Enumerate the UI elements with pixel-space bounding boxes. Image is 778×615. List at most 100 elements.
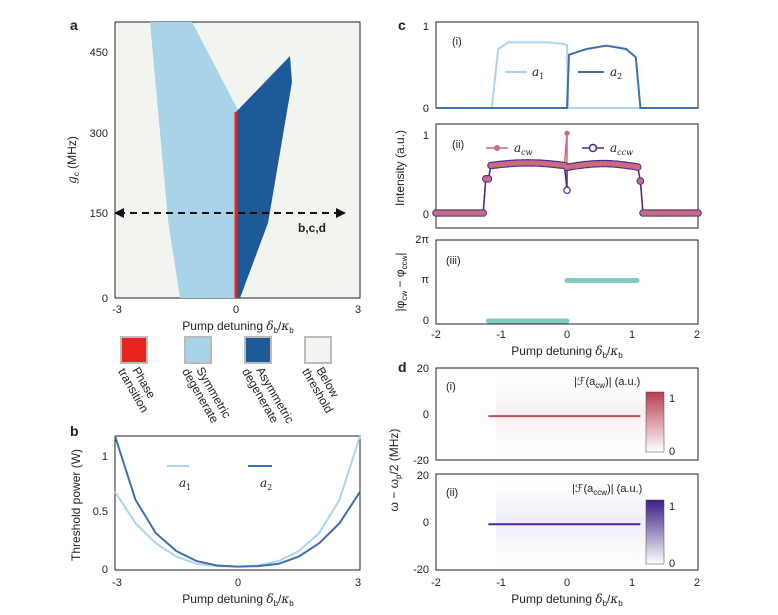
legend-marker-acw: [494, 145, 500, 151]
panel-a-xlabel: Pump detuning δb/κb: [182, 319, 294, 335]
xtick-label: 0: [233, 304, 239, 316]
panel-c-xlabel: Pump detuning δb/κb: [511, 344, 623, 360]
panel-di-colorbar-label: |ℱ(acw)| (a.u.): [574, 376, 640, 390]
legend-label-accw: accw: [610, 141, 633, 157]
region-symmetric-degenerate: [150, 22, 250, 298]
series-phase-difference: [485, 278, 640, 324]
panel-b-xticks: -3 0 3: [112, 577, 361, 589]
xtick-label: -1: [496, 577, 506, 589]
panel-label-b: b: [70, 423, 79, 439]
ytick-label: 450: [90, 47, 108, 59]
legend-label-below-threshold: Belowthreshold: [299, 359, 347, 415]
panel-a-xticks: -3 0 3: [112, 304, 361, 316]
acw-marker: [637, 178, 644, 184]
panel-a-yticks: 0 150 300 450: [90, 47, 108, 305]
colorbar-min-label: 0: [669, 558, 675, 570]
panel-d-xlabel: Pump detuning δb/κb: [511, 592, 623, 608]
ytick-label: -20: [413, 564, 429, 576]
panel-b-yticks: 0 0.5 1: [93, 451, 108, 576]
colorbar-max-label: 1: [669, 501, 675, 513]
series-a1-line: [114, 435, 361, 568]
panel-ciii-ylabel: |φcw − φccw|: [393, 252, 409, 311]
legend-swatch-symmetric-degenerate: [184, 336, 212, 364]
panel-label-c: c: [398, 17, 406, 33]
legend-swatch-asymmetric-degenerate: [244, 336, 272, 364]
ytick-label: 0: [423, 409, 429, 421]
legend-label-acw: acw: [514, 141, 533, 157]
cut-line-annotation: b,c,d: [298, 221, 326, 235]
ytick-label: 20: [417, 363, 429, 375]
xtick-label: 2: [694, 329, 700, 341]
ytick-label: 0: [423, 517, 429, 529]
xtick-label: 0: [235, 577, 241, 589]
panel-label-a: a: [70, 17, 78, 33]
panel-dii-colorbar-label: |ℱ(accw)| (a.u.): [572, 483, 642, 497]
xtick-label: 0: [564, 577, 570, 589]
xtick-label: -3: [112, 577, 122, 589]
xtick-label: -2: [431, 329, 441, 341]
panel-c: c (i) a1 a2 0 1 (ii) acw accw 0 1 Intens…: [393, 17, 702, 360]
legend-swatch-phase-transition: [120, 336, 148, 364]
colorbar-min-label: 0: [669, 446, 675, 458]
panel-b-axes: [114, 435, 361, 571]
acw-marker: [480, 210, 486, 216]
xtick-label: -1: [496, 329, 506, 341]
colorbar-max-label: 1: [669, 393, 675, 405]
legend-label-symmetric-degenerate: Symmetricdegenerate: [179, 359, 234, 427]
ytick-label: 0: [423, 209, 429, 221]
series-acw-markers: [432, 130, 702, 217]
legend-label-a2: a2: [610, 65, 622, 81]
panel-a-legend: Phasetransition Symmetricdegenerate Asym…: [115, 336, 347, 432]
ytick-label: 0.5: [93, 506, 108, 518]
legend-marker-accw: [588, 143, 598, 153]
panel-b-xlabel: Pump detuning δb/κb: [182, 592, 294, 608]
xtick-label: -3: [112, 304, 122, 316]
panel-cii-sublabel: (ii): [452, 139, 464, 151]
xtick-label: 3: [355, 304, 361, 316]
panel-ciii-axes: [435, 239, 699, 325]
accw-marker: [563, 186, 571, 195]
legend-label-a1: a1: [179, 476, 191, 492]
ytick-label: 150: [90, 208, 108, 220]
legend-label-a2: a2: [260, 476, 272, 492]
ytick-label: 0: [423, 103, 429, 115]
panel-b-legend: a1 a2: [167, 465, 272, 492]
acw-marker: [635, 164, 641, 170]
panel-ciii-sublabel: (iii): [446, 255, 461, 267]
ytick-label: 1: [423, 130, 429, 142]
panel-dii-spectral-background: [496, 478, 646, 566]
xtick-label: 1: [629, 329, 635, 341]
ytick-label: π: [421, 274, 429, 286]
panel-dii-sublabel: (ii): [446, 487, 458, 499]
ytick-label: 2π: [415, 234, 429, 246]
series-a2-line: [114, 435, 361, 568]
ytick-label: 0: [423, 315, 429, 327]
legend-swatch-below-threshold: [304, 336, 332, 364]
ytick-label: 300: [90, 128, 108, 140]
panel-label-d: d: [398, 359, 407, 375]
ytick-label: 0: [102, 293, 108, 305]
panel-d: d (i) |ℱ(acw)| (a.u.) 1 0 20 0 -20: [387, 359, 700, 608]
panel-a: a b,c,d 0 150 300 450 -3 0 3 Pump detuni…: [65, 17, 361, 432]
acw-marker: [485, 176, 491, 182]
acw-marker: [695, 210, 701, 216]
panel-a-ylabel: gc (MHz): [65, 136, 81, 184]
panel-dii-colorbar: [645, 499, 665, 565]
xtick-label: 2: [694, 577, 700, 589]
legend-label-asymmetric-degenerate: Asymmetricdegenerate: [239, 359, 297, 432]
panel-c-ylabel-intensity: Intensity (a.u.): [393, 130, 407, 206]
panel-b-ylabel: Threshold power (W): [69, 449, 83, 561]
cut-line-arrow-right: [336, 208, 346, 218]
panel-d-ylabel: ω − ωp/2 (MHz): [387, 429, 403, 512]
xtick-label: -2: [431, 577, 441, 589]
xtick-label: 1: [629, 577, 635, 589]
legend-label-a1: a1: [532, 65, 544, 81]
ytick-label: 20: [417, 470, 429, 482]
ytick-label: -20: [413, 455, 429, 467]
panel-d-xticks: -2 -1 0 1 2: [431, 577, 700, 589]
panel-di-spectral-background: [496, 372, 646, 456]
panel-ci-sublabel: (i): [452, 36, 462, 48]
xtick-label: 0: [564, 329, 570, 341]
panel-c-xticks: -2 -1 0 1 2: [431, 329, 700, 341]
